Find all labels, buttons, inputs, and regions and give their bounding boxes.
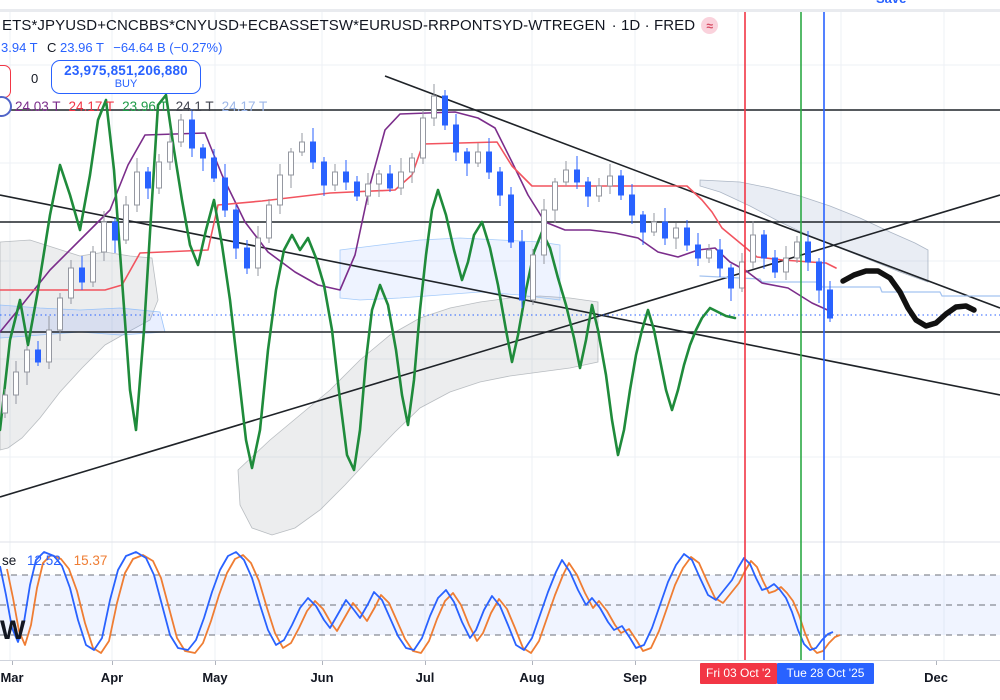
stochastic-pane bbox=[0, 551, 1000, 654]
axis-tick bbox=[425, 661, 426, 665]
green-ma-line bbox=[0, 93, 737, 472]
axis-tick bbox=[215, 661, 216, 665]
candles-layer bbox=[2, 84, 833, 418]
date-event-tag: Tue 28 Oct '25 bbox=[777, 663, 874, 684]
watermark-partial: W bbox=[0, 615, 26, 645]
ohlc-row: 3.94 T C 23.96 T −64.64 B (−0.27%) bbox=[1, 40, 222, 55]
brush-drawing[interactable] bbox=[840, 268, 977, 329]
buy-price: 23,975,851,206,880 bbox=[64, 63, 188, 78]
ichimoku-values-row[interactable]: 24.03 T 24.17 T 23.96 T 24.1 T 24.17 T bbox=[15, 99, 275, 114]
indicator-value: 23.96 T bbox=[122, 99, 168, 114]
axis-tick bbox=[112, 661, 113, 665]
event-vlines[interactable] bbox=[744, 12, 825, 660]
low-value: 3.94 T bbox=[1, 40, 38, 55]
toolbar-bottom-edge bbox=[0, 9, 1000, 12]
spread-countdown: 0 bbox=[31, 71, 39, 86]
change-value: −64.64 B (−0.27%) bbox=[113, 40, 223, 55]
buy-button[interactable]: 23,975,851,206,880 BUY bbox=[51, 60, 201, 94]
month-label-may: May bbox=[202, 670, 228, 685]
stoch-d-line bbox=[6, 554, 841, 654]
month-label-apr: Apr bbox=[100, 670, 124, 685]
indicator-value: 24.17 T bbox=[221, 99, 268, 114]
close-value: 23.96 T bbox=[60, 40, 104, 55]
axis-tick bbox=[936, 661, 937, 665]
axis-tick bbox=[635, 661, 636, 665]
axis-tick bbox=[532, 661, 533, 665]
month-label-jul: Jul bbox=[415, 670, 435, 685]
symbol-title-row[interactable]: ETS*JPYUSD+CNCBBS*CNYUSD+ECBASSETSW*EURU… bbox=[2, 17, 719, 34]
close-label: C bbox=[47, 40, 57, 55]
indicator-value: 24.17 T bbox=[68, 99, 115, 114]
buy-label: BUY bbox=[114, 78, 138, 90]
ichimoku-clouds bbox=[0, 179, 929, 536]
month-label-jun: Jun bbox=[310, 670, 334, 685]
save-button-label: Save bbox=[876, 0, 906, 6]
indicator-value: 24.1 T bbox=[175, 99, 214, 114]
stochastic-d-value: 15.37 bbox=[73, 553, 108, 568]
axis-tick bbox=[322, 661, 323, 665]
stoch-k-line bbox=[0, 551, 834, 651]
stochastic-name-partial: se bbox=[2, 553, 17, 568]
stochastic-label-row[interactable]: se 12.52 15.37 bbox=[2, 553, 107, 568]
month-label-aug: Aug bbox=[519, 670, 545, 685]
indicator-value: 24.03 T bbox=[15, 99, 61, 114]
axis-tick bbox=[12, 661, 13, 665]
brush-layer[interactable] bbox=[840, 268, 977, 329]
sell-box-partial[interactable] bbox=[0, 65, 11, 98]
date-event-tag: Fri 03 Oct '2 bbox=[700, 663, 777, 684]
month-label-sep: Sep bbox=[623, 670, 647, 685]
time-axis[interactable]: Mar Apr May Jun Jul Aug Sep Dec Fri 03 Oct '2 Tue… bbox=[0, 660, 1000, 700]
trend-line[interactable] bbox=[0, 194, 1000, 498]
month-label-mar: Mar bbox=[0, 670, 24, 685]
symbol-title[interactable]: ETS*JPYUSD+CNCBBS*CNYUSD+ECBASSETSW*EURU… bbox=[2, 17, 606, 34]
approximate-data-icon[interactable]: ≈ bbox=[701, 17, 719, 34]
title-suffix: · 1D · FRED bbox=[611, 17, 696, 34]
pale_blue-ma-line bbox=[699, 275, 1000, 297]
stochastic-k-value: 12.52 bbox=[27, 553, 61, 568]
month-label-dec: Dec bbox=[924, 670, 948, 685]
save-button-partial[interactable]: Save bbox=[876, 0, 924, 7]
